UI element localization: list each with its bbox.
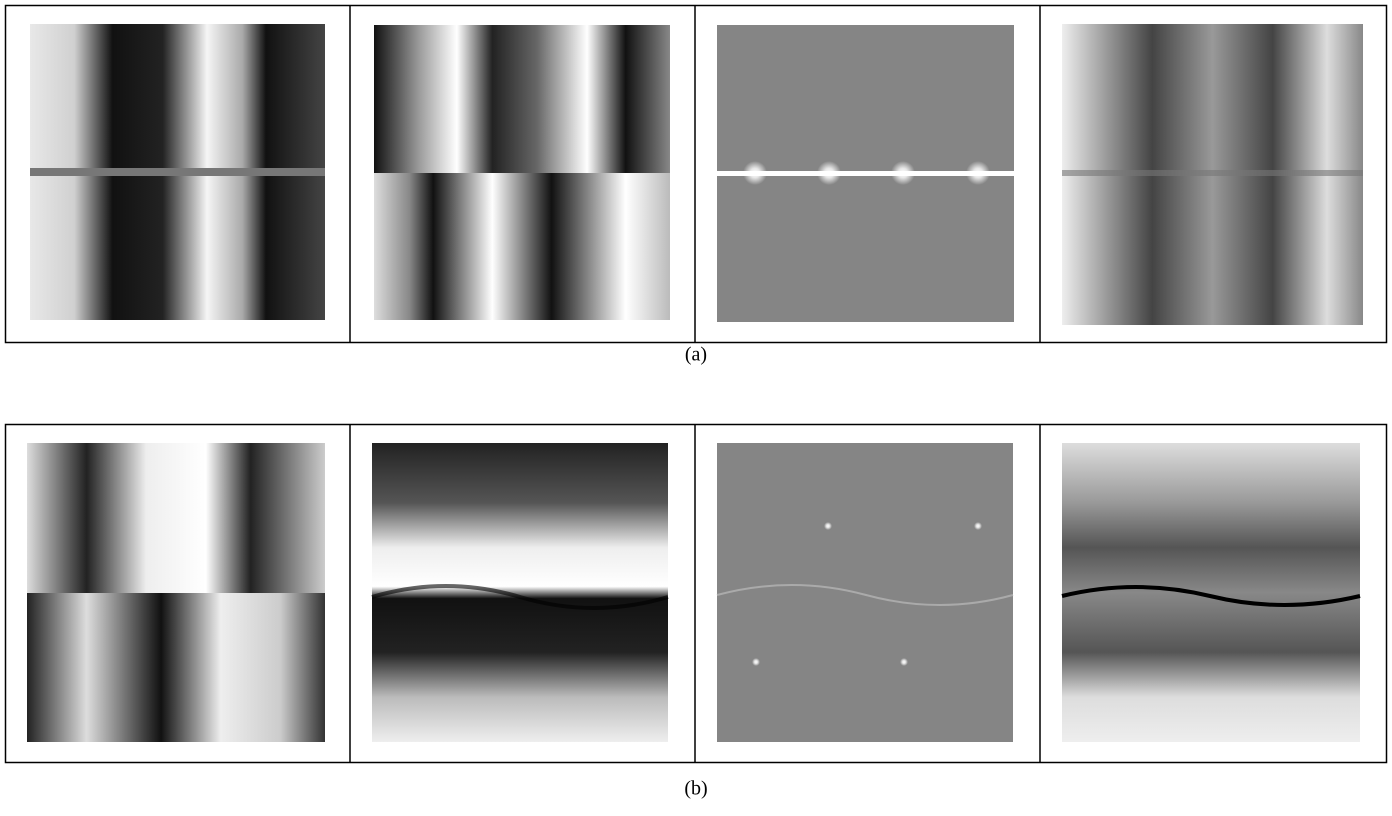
figure: (a) (b)	[0, 0, 1392, 816]
image	[717, 25, 1014, 322]
page: {"figures": [{"caption": "(a)"}, {"capti…	[0, 0, 1392, 816]
image	[374, 25, 670, 320]
image	[1062, 443, 1360, 742]
image	[30, 24, 325, 320]
image	[27, 443, 325, 742]
caption: (a)	[685, 344, 707, 366]
caption: (b)	[684, 778, 707, 800]
image	[372, 443, 668, 742]
image	[1062, 24, 1363, 325]
image	[717, 443, 1013, 742]
